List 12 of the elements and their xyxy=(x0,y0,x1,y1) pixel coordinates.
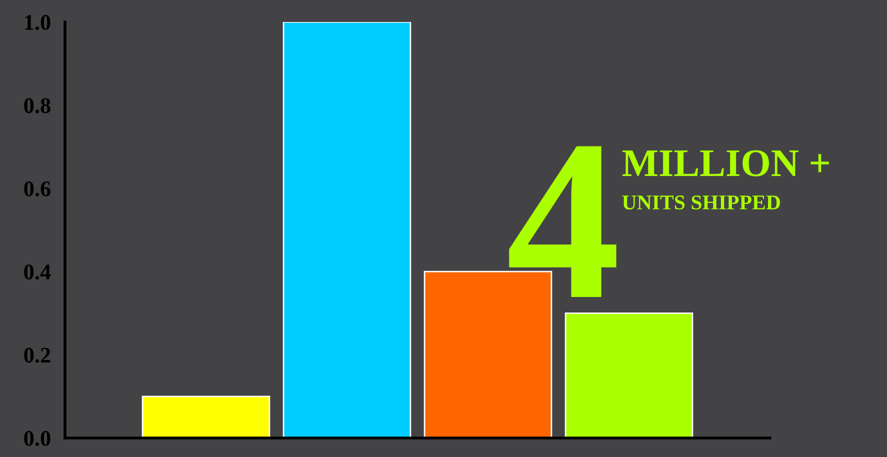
y-tick-label: 0.6 xyxy=(24,181,50,196)
annotation: 4 xyxy=(509,146,616,298)
annotation: UNITS SHIPPED xyxy=(622,196,780,210)
y-tick-label: 0.8 xyxy=(24,98,50,114)
bar xyxy=(564,312,694,438)
y-tick-label: 0.0 xyxy=(24,430,50,446)
y-tick-label: 0.2 xyxy=(24,348,50,363)
annotation: MILLION + xyxy=(622,150,829,176)
y-tick-label: 1.0 xyxy=(25,14,50,30)
y-tick-label: 0.4 xyxy=(24,264,51,280)
bar xyxy=(282,22,412,438)
bar xyxy=(142,396,270,438)
